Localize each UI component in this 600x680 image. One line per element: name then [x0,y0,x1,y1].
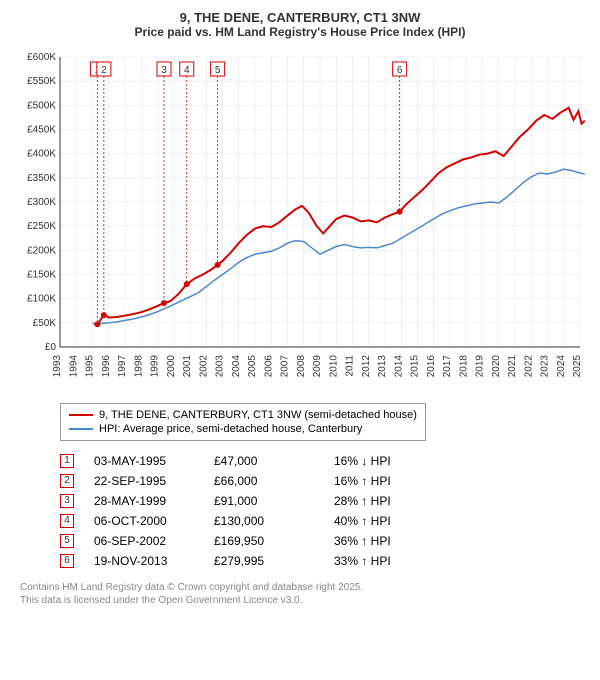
svg-text:2015: 2015 [410,355,421,378]
svg-text:2017: 2017 [442,355,453,378]
transaction-price: £130,000 [214,514,314,528]
svg-text:2005: 2005 [247,355,258,378]
svg-text:2023: 2023 [540,355,551,378]
svg-text:2024: 2024 [556,355,567,378]
svg-text:1999: 1999 [150,355,161,378]
svg-text:£500K: £500K [27,100,56,111]
transaction-date: 22-SEP-1995 [94,474,194,488]
svg-text:1995: 1995 [85,355,96,378]
transaction-marker: 4 [60,514,74,528]
svg-text:2009: 2009 [312,355,323,378]
footer-line-2: This data is licensed under the Open Gov… [20,594,590,607]
transaction-date: 28-MAY-1999 [94,494,194,508]
svg-text:2021: 2021 [507,355,518,378]
legend-swatch [69,414,93,416]
svg-text:3: 3 [161,65,167,76]
svg-text:£600K: £600K [27,52,56,63]
transaction-price: £279,995 [214,554,314,568]
copyright-footer: Contains HM Land Registry data © Crown c… [20,581,590,607]
transaction-date: 03-MAY-1995 [94,454,194,468]
transaction-pct: 33% ↑ HPI [334,554,434,568]
transaction-date: 19-NOV-2013 [94,554,194,568]
svg-text:2025: 2025 [572,355,583,378]
svg-text:1993: 1993 [52,355,63,378]
svg-text:1994: 1994 [68,355,79,378]
svg-text:2: 2 [101,65,107,76]
svg-text:2013: 2013 [377,355,388,378]
svg-text:2004: 2004 [231,355,242,378]
svg-text:2010: 2010 [328,355,339,378]
transaction-marker: 1 [60,454,74,468]
transaction-marker: 3 [60,494,74,508]
svg-text:£50K: £50K [33,318,57,329]
transaction-pct: 36% ↑ HPI [334,534,434,548]
chart-legend: 9, THE DENE, CANTERBURY, CT1 3NW (semi-d… [60,403,426,441]
svg-text:£300K: £300K [27,197,56,208]
svg-text:2012: 2012 [361,355,372,378]
svg-text:2014: 2014 [393,355,404,378]
svg-text:2006: 2006 [263,355,274,378]
svg-text:2002: 2002 [198,355,209,378]
svg-text:2018: 2018 [458,355,469,378]
transaction-row: 3 28-MAY-1999 £91,000 28% ↑ HPI [60,491,590,511]
transaction-row: 5 06-SEP-2002 £169,950 36% ↑ HPI [60,531,590,551]
transaction-marker: 2 [60,474,74,488]
svg-text:£350K: £350K [27,173,56,184]
svg-text:£0: £0 [45,342,57,353]
transaction-price: £47,000 [214,454,314,468]
transaction-marker: 5 [60,534,74,548]
svg-text:£550K: £550K [27,76,56,87]
footer-line-1: Contains HM Land Registry data © Crown c… [20,581,590,594]
svg-text:£450K: £450K [27,125,56,136]
svg-text:1997: 1997 [117,355,128,378]
svg-text:2016: 2016 [426,355,437,378]
legend-label: HPI: Average price, semi-detached house,… [99,423,362,435]
transaction-date: 06-SEP-2002 [94,534,194,548]
legend-swatch [69,428,93,430]
svg-text:£200K: £200K [27,245,56,256]
title-block: 9, THE DENE, CANTERBURY, CT1 3NW Price p… [10,10,590,39]
transaction-row: 4 06-OCT-2000 £130,000 40% ↑ HPI [60,511,590,531]
transaction-row: 2 22-SEP-1995 £66,000 16% ↑ HPI [60,471,590,491]
transaction-pct: 40% ↑ HPI [334,514,434,528]
svg-text:2001: 2001 [182,355,193,378]
svg-text:£400K: £400K [27,149,56,160]
svg-text:2000: 2000 [166,355,177,378]
transaction-date: 06-OCT-2000 [94,514,194,528]
svg-text:£250K: £250K [27,221,56,232]
transaction-price: £169,950 [214,534,314,548]
svg-text:2011: 2011 [345,355,356,377]
transaction-pct: 16% ↓ HPI [334,454,434,468]
legend-row: HPI: Average price, semi-detached house,… [69,422,417,436]
transaction-marker: 6 [60,554,74,568]
transaction-pct: 16% ↑ HPI [334,474,434,488]
svg-text:£150K: £150K [27,270,56,281]
svg-text:6: 6 [397,65,403,76]
legend-row: 9, THE DENE, CANTERBURY, CT1 3NW (semi-d… [69,408,417,422]
svg-text:1998: 1998 [133,355,144,378]
svg-text:2019: 2019 [475,355,486,378]
svg-text:1996: 1996 [101,355,112,378]
transaction-pct: 28% ↑ HPI [334,494,434,508]
svg-text:£100K: £100K [27,294,56,305]
price-chart: £0 £50K £100K £150K £200K £250K £300K £350K £400… [10,47,590,397]
page-title: 9, THE DENE, CANTERBURY, CT1 3NW [10,10,590,25]
transaction-price: £66,000 [214,474,314,488]
svg-text:2007: 2007 [280,355,291,378]
svg-text:2003: 2003 [215,355,226,378]
svg-text:2020: 2020 [491,355,502,378]
transactions-table: 1 03-MAY-1995 £47,000 16% ↓ HPI 2 22-SEP… [60,451,590,571]
transaction-row: 1 03-MAY-1995 £47,000 16% ↓ HPI [60,451,590,471]
svg-text:5: 5 [215,65,221,76]
transaction-price: £91,000 [214,494,314,508]
page-subtitle: Price paid vs. HM Land Registry's House … [10,25,590,39]
svg-text:2022: 2022 [523,355,534,378]
legend-label: 9, THE DENE, CANTERBURY, CT1 3NW (semi-d… [99,409,417,421]
svg-text:4: 4 [184,65,190,76]
transaction-row: 6 19-NOV-2013 £279,995 33% ↑ HPI [60,551,590,571]
svg-text:2008: 2008 [296,355,307,378]
